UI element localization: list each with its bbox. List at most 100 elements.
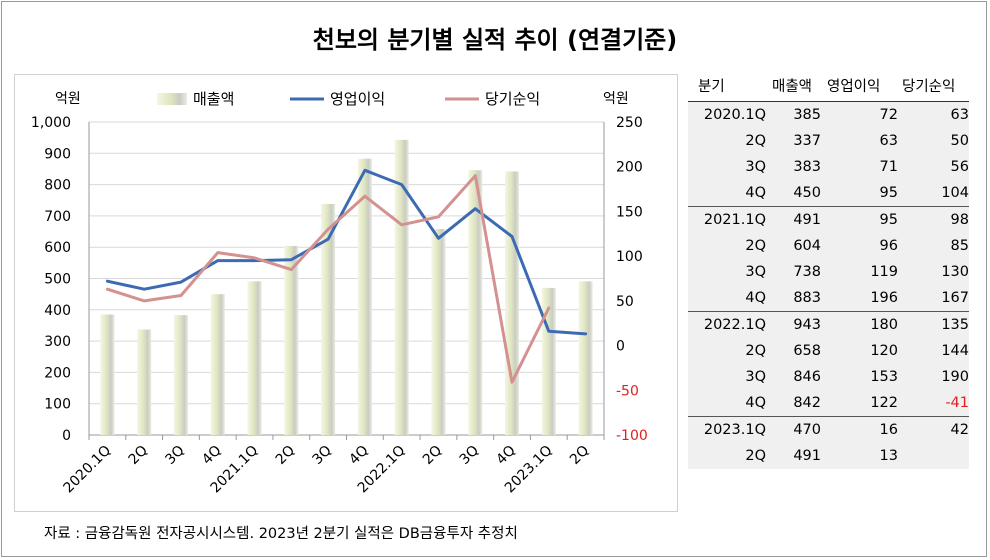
- table-cell: 2022.1Q: [703, 317, 766, 333]
- left-tick-label: 200: [44, 365, 71, 381]
- table-row: 4Q 450 95 104: [688, 180, 969, 206]
- table-cell: 56: [950, 159, 969, 175]
- bar-매출액: [247, 281, 262, 435]
- right-tick-label: 250: [616, 115, 643, 131]
- table-row: 2Q 658 120 144: [688, 338, 969, 364]
- table-cell: 95: [879, 212, 898, 228]
- x-tick-label: 4Q: [493, 443, 518, 468]
- table-cell: 2023.1Q: [703, 422, 766, 438]
- bar-매출액: [468, 170, 483, 435]
- table-cell: 604: [793, 238, 821, 254]
- table-year-group: 2021.1Q 491 95 98 2Q 604 96 85 3Q 738 119 130 4Q 883 1…: [688, 207, 969, 312]
- table-cell: 95: [879, 185, 898, 201]
- legend-label: 당기순익: [485, 90, 540, 108]
- table-row: 4Q 883 196 167: [688, 285, 969, 311]
- table-cell: 85: [950, 238, 969, 254]
- table-cell: 470: [793, 422, 821, 438]
- table-row: 4Q 842 122 -41: [688, 390, 969, 416]
- table-header-cell: 당기순익: [902, 79, 956, 95]
- left-tick-label: 300: [44, 334, 71, 350]
- x-tick-label: 2Q: [420, 443, 445, 468]
- right-tick-label: 200: [616, 160, 643, 176]
- table-cell: 167: [941, 290, 969, 306]
- x-tick-label: 3Q: [310, 443, 335, 468]
- table-row: 2020.1Q 385 72 63: [688, 102, 969, 128]
- left-tick-label: 900: [44, 146, 71, 162]
- table-cell: 450: [793, 185, 821, 201]
- bar-매출액: [357, 158, 372, 435]
- bar-매출액: [578, 281, 593, 435]
- left-tick-label: 100: [44, 397, 71, 413]
- table-cell: 3Q: [745, 159, 766, 175]
- left-axis-unit: 억원: [55, 91, 81, 107]
- table-cell: 130: [941, 264, 969, 280]
- table-cell: 491: [793, 448, 821, 464]
- left-tick-label: 400: [44, 303, 71, 319]
- x-tick-label: 4Q: [346, 443, 371, 468]
- bar-매출액: [505, 171, 520, 435]
- x-tick-label: 4Q: [199, 443, 224, 468]
- table-cell: 2Q: [745, 238, 766, 254]
- left-tick-label: 1,000: [31, 115, 71, 131]
- table-row: 2023.1Q 470 16 42: [688, 417, 969, 443]
- table-row: 2022.1Q 943 180 135: [688, 312, 969, 338]
- table-cell: [898, 443, 969, 469]
- table-header-cell: 분기: [698, 79, 725, 95]
- table-cell: 2021.1Q: [703, 212, 766, 228]
- table-cell: 16: [879, 422, 898, 438]
- table-cell: 2Q: [745, 343, 766, 359]
- table-cell: 383: [793, 159, 821, 175]
- table-row: 2021.1Q 491 95 98: [688, 207, 969, 233]
- data-table: 분기 매출액 영업이익 당기순익 2020.1Q 385 72 63 2Q 337 63 50 3Q 38…: [688, 74, 969, 469]
- table-cell: 842: [793, 395, 821, 411]
- x-tick-label: 2Q: [126, 443, 151, 468]
- table-cell: 153: [870, 369, 898, 385]
- table-year-group: 2020.1Q 385 72 63 2Q 337 63 50 3Q 383 71 56 4Q 450 95 1…: [688, 102, 969, 207]
- legend-label: 매출액: [193, 90, 234, 108]
- bar-매출액: [137, 329, 152, 435]
- table-cell: 120: [870, 343, 898, 359]
- table-cell: 63: [950, 107, 969, 123]
- table-cell: 104: [941, 185, 969, 201]
- table-cell: 337: [793, 133, 821, 149]
- right-axis-unit: 억원: [603, 91, 629, 107]
- bar-매출액: [284, 245, 299, 435]
- combo-chart: 01002003004005006007008009001,000-100-50…: [31, 90, 648, 496]
- bar-매출액: [394, 139, 409, 435]
- right-tick-label: 150: [616, 204, 643, 220]
- table-cell: 883: [793, 290, 821, 306]
- table-cell: 3Q: [745, 264, 766, 280]
- table-cell: 122: [870, 395, 898, 411]
- bar-매출액: [210, 294, 225, 435]
- table-row: 2Q 337 63 50: [688, 128, 969, 154]
- bar-매출액: [173, 315, 188, 435]
- table-year-group: 2023.1Q 470 16 42 2Q 491 13: [688, 417, 969, 469]
- left-tick-label: 500: [44, 272, 71, 288]
- right-tick-label: -100: [616, 428, 648, 444]
- right-tick-label: 100: [616, 249, 643, 265]
- legend-label: 영업이익: [330, 90, 385, 108]
- left-tick-label: 600: [44, 240, 71, 256]
- table-cell: 63: [879, 133, 898, 149]
- bar-매출액: [100, 314, 115, 435]
- table-cell: 190: [941, 369, 969, 385]
- bar-매출액: [321, 204, 336, 435]
- left-tick-label: 700: [44, 209, 71, 225]
- table-cell: 42: [950, 422, 969, 438]
- table-cell: 738: [793, 264, 821, 280]
- line-영업이익: [105, 168, 588, 336]
- line-당기순익: [105, 174, 551, 384]
- x-tick-label: 3Q: [457, 443, 482, 468]
- table-cell: 13: [879, 448, 898, 464]
- table-cell: 98: [950, 212, 969, 228]
- table-cell: 658: [793, 343, 821, 359]
- table-cell: 96: [879, 238, 898, 254]
- table-cell: 385: [793, 107, 821, 123]
- chart-panel: 0 100 200 300 400 500 600 700 800 900 1,000 -100 -50…: [14, 74, 678, 512]
- left-tick-label: 0: [62, 428, 71, 444]
- table-cell: 50: [950, 133, 969, 149]
- table-header-cell: 매출액: [772, 79, 813, 95]
- table-cell: 2020.1Q: [703, 107, 766, 123]
- legend-swatch: [157, 93, 187, 105]
